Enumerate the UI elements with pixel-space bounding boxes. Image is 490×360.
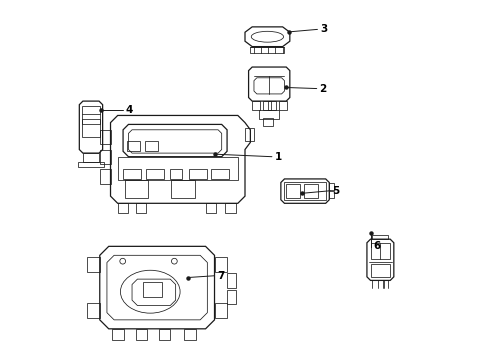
Bar xyxy=(147,169,164,179)
Bar xyxy=(329,183,334,190)
Bar xyxy=(126,140,140,151)
Bar xyxy=(215,257,227,272)
Text: 7: 7 xyxy=(217,271,224,281)
Bar xyxy=(250,46,285,53)
Bar xyxy=(100,169,111,184)
Bar xyxy=(372,235,389,239)
Bar xyxy=(304,184,318,198)
Bar xyxy=(100,130,111,144)
Bar xyxy=(329,192,334,198)
Text: 4: 4 xyxy=(125,105,133,115)
Bar xyxy=(118,203,128,213)
Bar xyxy=(87,257,100,272)
Bar xyxy=(83,153,99,162)
Bar xyxy=(370,264,390,277)
Bar xyxy=(82,119,100,137)
Bar xyxy=(269,101,276,110)
Bar xyxy=(125,180,148,198)
Bar xyxy=(145,140,158,151)
Bar xyxy=(136,329,147,340)
Bar xyxy=(159,329,171,340)
Bar xyxy=(87,303,100,318)
Text: 5: 5 xyxy=(333,186,340,196)
Bar xyxy=(77,162,104,167)
Bar xyxy=(136,203,147,213)
Bar xyxy=(112,329,124,340)
Text: 3: 3 xyxy=(320,24,327,35)
Bar xyxy=(143,282,162,297)
Bar xyxy=(82,107,100,125)
Bar xyxy=(123,169,141,179)
Bar xyxy=(172,180,195,198)
Bar xyxy=(205,203,216,213)
Bar xyxy=(263,101,271,110)
Bar xyxy=(286,184,300,198)
Bar xyxy=(100,149,111,164)
Bar xyxy=(259,110,279,119)
Bar xyxy=(284,182,326,201)
Bar xyxy=(279,101,287,110)
Bar xyxy=(225,203,236,213)
Bar xyxy=(227,273,236,288)
Bar xyxy=(227,290,236,304)
Bar xyxy=(211,169,229,179)
Bar xyxy=(245,128,254,140)
Bar xyxy=(190,169,207,179)
Bar xyxy=(118,157,238,180)
Bar xyxy=(252,101,260,110)
Text: 6: 6 xyxy=(373,241,381,251)
Bar xyxy=(370,243,390,259)
Bar xyxy=(215,303,227,318)
Bar xyxy=(263,118,273,126)
Bar xyxy=(170,169,182,179)
Bar xyxy=(184,329,196,340)
Text: 1: 1 xyxy=(274,152,282,162)
Text: 2: 2 xyxy=(319,84,326,94)
